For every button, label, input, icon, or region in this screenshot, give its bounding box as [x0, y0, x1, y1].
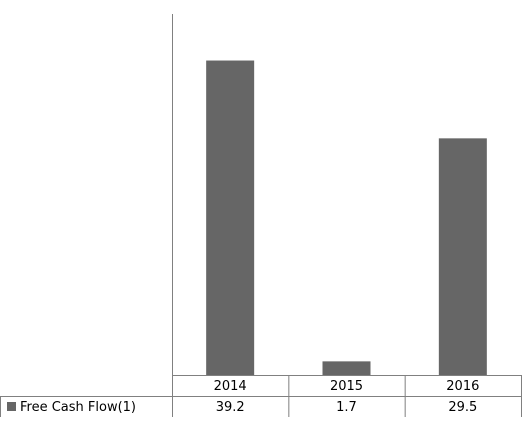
legend-label: Free Cash Flow(1)	[20, 400, 136, 415]
bar-2015	[322, 361, 371, 375]
legend-swatch	[7, 402, 16, 411]
x-tick-label: 2015	[330, 379, 363, 394]
x-tick-label: 2014	[214, 379, 247, 394]
bar-2014	[206, 60, 255, 375]
data-label: 29.5	[448, 400, 477, 415]
data-table: 2014 2015 2016 Free Cash Flow(1) 39.2 1.7 29.5	[0, 375, 522, 417]
data-label: 1.7	[336, 400, 357, 415]
x-tick-label: 2016	[446, 379, 479, 394]
bars	[206, 60, 487, 375]
bar-2016	[438, 138, 487, 375]
data-label: 39.2	[216, 400, 245, 415]
